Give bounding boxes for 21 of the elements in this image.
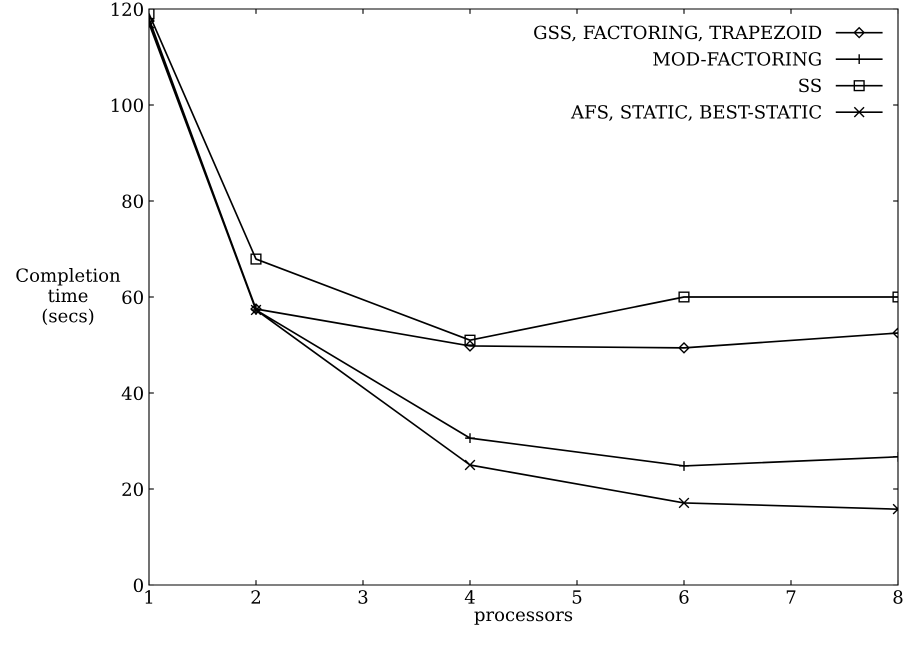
x-tick-label: 8 [893, 590, 903, 604]
y-tick-label: 120 [112, 2, 143, 16]
y-tick-label: 100 [112, 98, 143, 112]
x-tick-label: 5 [572, 590, 582, 604]
x-tick-label: 6 [679, 590, 689, 604]
x-axis-title: processors [474, 611, 572, 625]
legend-label: MOD-FACTORING [653, 52, 821, 66]
y-tick-label: 20 [122, 482, 143, 496]
legend-label: GSS, FACTORING, TRAPEZOID [534, 26, 822, 42]
y-tick-label: 60 [122, 290, 143, 304]
x-tick-label: 7 [786, 590, 796, 604]
y-axis-title: Completion time (secs) [16, 268, 120, 326]
x-tick-label: 1 [145, 590, 152, 604]
y-tick-label: 40 [122, 386, 143, 400]
y-tick-label: 80 [122, 194, 143, 208]
x-tick-label: 3 [358, 590, 368, 604]
y-tick-label: 0 [134, 578, 143, 592]
x-tick-label: 2 [251, 590, 260, 604]
legend-label: SS [799, 78, 821, 92]
legend-label: AFS, STATIC, BEST-STATIC [570, 105, 822, 121]
x-tick-label: 4 [464, 590, 475, 604]
